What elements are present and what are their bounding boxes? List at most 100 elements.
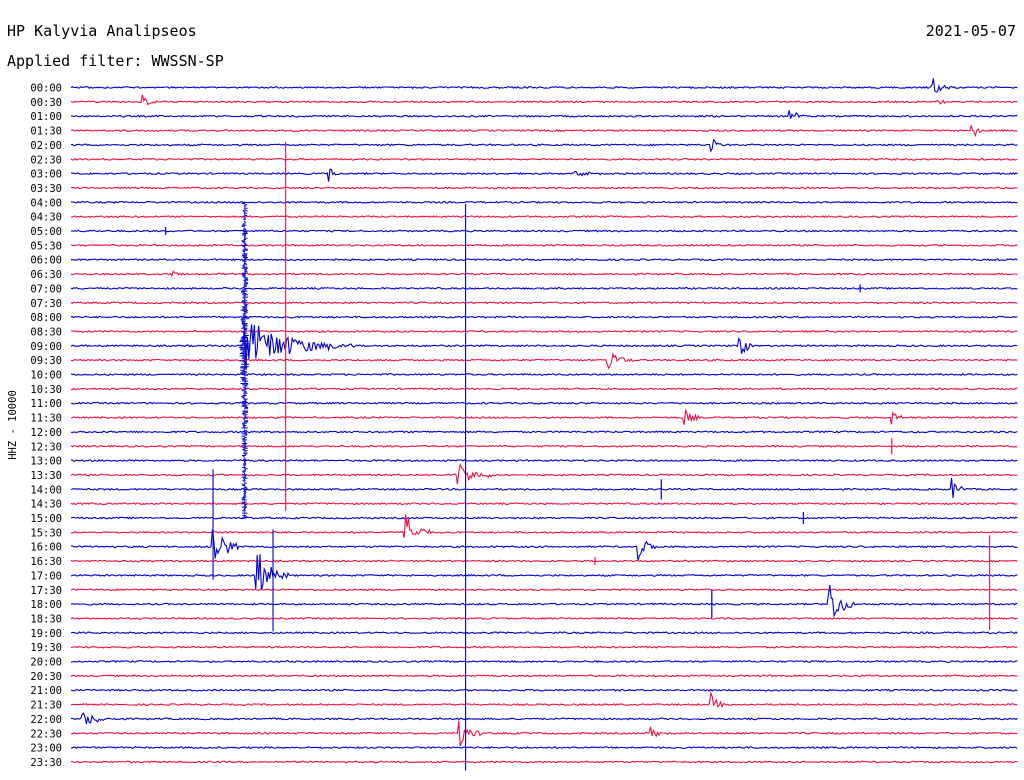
tick-label-1000: 10:00: [30, 370, 62, 382]
trace-line-1530: [71, 514, 1018, 538]
trace-line-0700: [70, 286, 1018, 291]
trace-line-1330: [70, 463, 1018, 485]
tick-label-1630: 16:30: [30, 556, 62, 568]
trace-line-1800: [70, 584, 1018, 618]
trace-line-0900: [70, 324, 1018, 369]
trace-line-1430: [70, 502, 1018, 506]
trace-line-1200: [70, 430, 1018, 434]
trace-line-1500: [70, 516, 1018, 520]
tick-label-0430: 04:30: [30, 212, 62, 224]
tick-label-1830: 18:30: [30, 613, 62, 625]
trace-line-1730: [70, 588, 1018, 592]
tick-label-0530: 05:30: [30, 240, 62, 252]
tick-label-0100: 01:00: [30, 111, 62, 123]
tick-label-1800: 18:00: [30, 599, 62, 611]
trace-line-1130: [70, 408, 1018, 425]
tick-label-0000: 00:00: [30, 83, 62, 95]
main-earthquake-signal: [238, 201, 251, 519]
trace-line-1230: [70, 444, 1018, 448]
trace-line-0600: [70, 258, 1018, 262]
tick-label-1400: 14:00: [30, 484, 62, 496]
trace-line-0100: [70, 110, 1018, 119]
tick-label-1730: 17:30: [30, 585, 62, 597]
trace-line-0330: [70, 186, 1018, 190]
tick-label-1300: 13:00: [30, 456, 62, 468]
trace-line-1100: [70, 401, 1018, 405]
tick-label-2300: 23:00: [30, 743, 62, 755]
tick-label-0230: 02:30: [30, 154, 62, 166]
trace-line-0630: [70, 270, 1018, 277]
trace-line-0830: [70, 329, 1018, 333]
tick-label-1930: 19:30: [30, 642, 62, 654]
trace-line-2100: [70, 688, 1018, 692]
tick-label-2100: 21:00: [30, 685, 62, 697]
filter-label: Applied filter: WWSSN-SP: [7, 52, 224, 70]
tick-label-0600: 06:00: [30, 255, 62, 267]
trace-line-1930: [70, 645, 1018, 649]
tick-label-1030: 10:30: [30, 384, 62, 396]
trace-line-0400: [70, 200, 1018, 204]
trace-line-0130: [70, 123, 1018, 138]
trace-line-1900: [70, 631, 1018, 635]
trace-line-1000: [70, 372, 1018, 377]
tick-label-1200: 12:00: [30, 427, 62, 439]
tick-label-0300: 03:00: [30, 169, 62, 181]
tick-label-0500: 05:00: [30, 226, 62, 238]
trace-line-2200: [70, 712, 1018, 725]
tick-label-0800: 08:00: [30, 312, 62, 324]
tick-label-2330: 23:30: [30, 757, 62, 769]
y-axis-label: HHZ - 10000: [7, 390, 19, 460]
trace-line-0300: [70, 168, 1018, 182]
trace-line-0730: [70, 301, 1018, 305]
tick-label-1130: 11:30: [30, 413, 62, 425]
trace-line-2130: [70, 690, 1018, 709]
tick-label-0330: 03:30: [30, 183, 62, 195]
tick-label-1700: 17:00: [30, 570, 62, 582]
tick-label-0130: 01:30: [30, 126, 62, 138]
date-label: 2021-05-07: [926, 22, 1016, 40]
tick-label-1600: 16:00: [30, 542, 62, 554]
tick-label-1530: 15:30: [30, 527, 62, 539]
tick-label-2000: 20:00: [30, 657, 62, 669]
trace-line-2030: [70, 674, 1018, 678]
tick-label-1230: 12:30: [30, 441, 62, 453]
trace-line-2330: [70, 760, 1018, 764]
tick-label-1330: 13:30: [30, 470, 62, 482]
time-tick-labels: 00:00 00:30 01:00 01:30 02:00 02:30 03:00 03:30…: [30, 83, 62, 769]
trace-line-0500: [70, 229, 1018, 233]
tick-label-0730: 07:30: [30, 298, 62, 310]
tick-label-0030: 00:30: [30, 97, 62, 109]
trace-line-0230: [70, 157, 1018, 161]
tick-label-0930: 09:30: [30, 355, 62, 367]
trace-line-0430: [70, 215, 1018, 219]
trace-line-1400: [70, 477, 1018, 498]
station-title: HP Kalyvia Analipseos: [7, 22, 197, 40]
tick-label-0900: 09:00: [30, 341, 62, 353]
tick-label-1900: 19:00: [30, 628, 62, 640]
trace-line-2300: [70, 746, 1018, 750]
seismic-spikes: [165, 142, 991, 771]
tick-label-0830: 08:30: [30, 326, 62, 338]
tick-label-2130: 21:30: [30, 700, 62, 712]
tick-label-0700: 07:00: [30, 283, 62, 295]
trace-line-0030: [70, 94, 1018, 106]
tick-label-1100: 11:00: [30, 398, 62, 410]
tick-label-1500: 15:00: [30, 513, 62, 525]
trace-line-1300: [70, 459, 1018, 463]
tick-label-0200: 02:00: [30, 140, 62, 152]
tick-label-1430: 14:30: [30, 499, 62, 511]
tick-label-2230: 22:30: [30, 728, 62, 740]
trace-line-0000: [70, 78, 1018, 93]
tick-label-0630: 06:30: [30, 269, 62, 281]
trace-line-1630: [70, 559, 1018, 563]
trace-line-0930: [70, 352, 1018, 370]
trace-line-0530: [70, 243, 1018, 247]
trace-line-0800: [70, 315, 1018, 319]
trace-line-2230: [70, 720, 1018, 747]
trace-line-1700: [70, 554, 1018, 591]
tick-label-0400: 04:00: [30, 197, 62, 209]
trace-line-1030: [70, 387, 1018, 391]
seismogram-traces: [70, 78, 1018, 764]
trace-line-2000: [70, 659, 1018, 664]
